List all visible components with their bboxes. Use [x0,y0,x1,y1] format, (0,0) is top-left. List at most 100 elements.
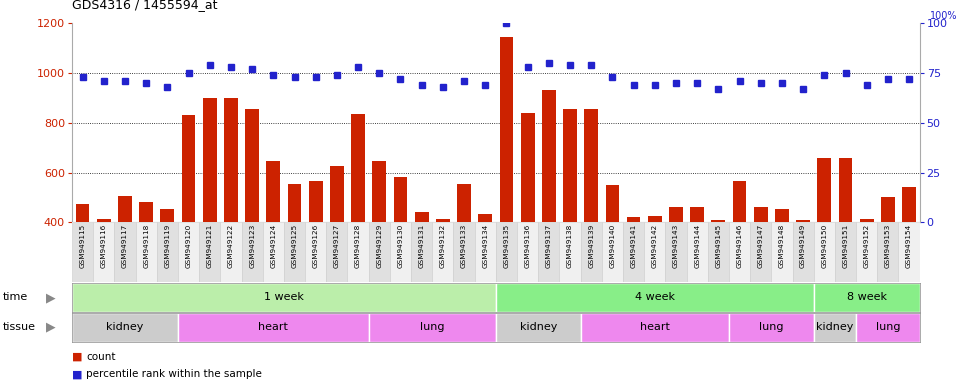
Bar [711,220,725,222]
Bar [267,161,280,222]
Bar [585,109,598,222]
Text: GSM949146: GSM949146 [736,224,742,268]
Bar [160,209,175,222]
Text: GSM949135: GSM949135 [503,224,510,268]
Bar [432,222,453,282]
Text: heart: heart [258,322,288,333]
Bar [72,222,93,282]
Bar [817,157,831,222]
Text: lung: lung [420,322,444,333]
Bar [72,313,178,342]
Text: GSM949145: GSM949145 [715,224,721,268]
Text: ■: ■ [72,369,83,379]
Bar [245,109,259,222]
Text: GSM949125: GSM949125 [292,224,298,268]
Bar [877,222,899,282]
Bar [394,177,407,222]
Text: GSM949121: GSM949121 [206,224,213,268]
Text: 4 week: 4 week [635,292,675,303]
Text: percentile rank within the sample: percentile rank within the sample [86,369,262,379]
Bar [369,313,495,342]
Text: GSM949132: GSM949132 [440,224,445,268]
Bar [178,313,369,342]
Text: GSM949131: GSM949131 [419,224,424,268]
Text: GSM949127: GSM949127 [334,224,340,268]
Bar [793,222,814,282]
Text: GSM949117: GSM949117 [122,224,128,268]
Bar [796,220,810,222]
Text: GSM949142: GSM949142 [652,224,658,268]
Bar [542,90,556,222]
Text: GSM949144: GSM949144 [694,224,700,268]
Bar [474,222,496,282]
Bar [478,214,492,222]
Text: GSM949151: GSM949151 [843,224,849,268]
Bar [623,222,644,282]
Bar [135,222,156,282]
Text: GSM949120: GSM949120 [185,224,192,268]
Text: tissue: tissue [3,322,36,333]
Bar [242,222,263,282]
Text: GSM949149: GSM949149 [800,224,806,268]
Text: ■: ■ [72,352,83,362]
Text: ▶: ▶ [46,321,56,334]
Text: ▶: ▶ [46,291,56,304]
Bar [453,222,474,282]
Text: GSM949128: GSM949128 [355,224,361,268]
Bar [411,222,432,282]
Text: GSM949140: GSM949140 [610,224,615,268]
Bar [814,283,920,312]
Text: 100%: 100% [930,11,957,21]
Bar [288,184,301,222]
Bar [644,222,665,282]
Bar [263,222,284,282]
Bar [560,222,581,282]
Bar [520,113,535,222]
Text: GSM949129: GSM949129 [376,224,382,268]
Text: GSM949130: GSM949130 [397,224,403,268]
Text: kidney: kidney [816,322,853,333]
Text: GSM949115: GSM949115 [80,224,85,268]
Bar [814,222,835,282]
Bar [881,197,895,222]
Bar [118,196,132,222]
Text: GSM949150: GSM949150 [822,224,828,268]
Bar [372,161,386,222]
Text: GSM949126: GSM949126 [313,224,319,268]
Text: 8 week: 8 week [847,292,887,303]
Bar [203,98,217,222]
Text: GSM949148: GSM949148 [779,224,785,268]
Bar [369,222,390,282]
Bar [729,222,750,282]
Bar [221,222,242,282]
Bar [178,222,199,282]
Bar [517,222,539,282]
Bar [732,181,747,222]
Bar [814,313,856,342]
Bar [648,216,661,222]
Bar [708,222,729,282]
Bar [539,222,560,282]
Bar [771,222,793,282]
Text: kidney: kidney [519,322,557,333]
Text: GSM949143: GSM949143 [673,224,679,268]
Bar [496,313,581,342]
Bar [902,187,916,222]
Text: GSM949137: GSM949137 [546,224,552,268]
Bar [750,222,771,282]
Bar [309,181,323,222]
Bar [606,185,619,222]
Bar [602,222,623,282]
Bar [72,283,496,312]
Bar [457,184,471,222]
Bar [181,115,196,222]
Text: GSM949119: GSM949119 [164,224,170,268]
Text: GSM949116: GSM949116 [101,224,107,268]
Bar [669,207,683,222]
Text: GSM949153: GSM949153 [885,224,891,268]
Text: GSM949118: GSM949118 [143,224,149,268]
Text: GDS4316 / 1455594_at: GDS4316 / 1455594_at [72,0,218,12]
Text: GSM949139: GSM949139 [588,224,594,268]
Bar [114,222,135,282]
Text: GSM949154: GSM949154 [906,224,912,268]
